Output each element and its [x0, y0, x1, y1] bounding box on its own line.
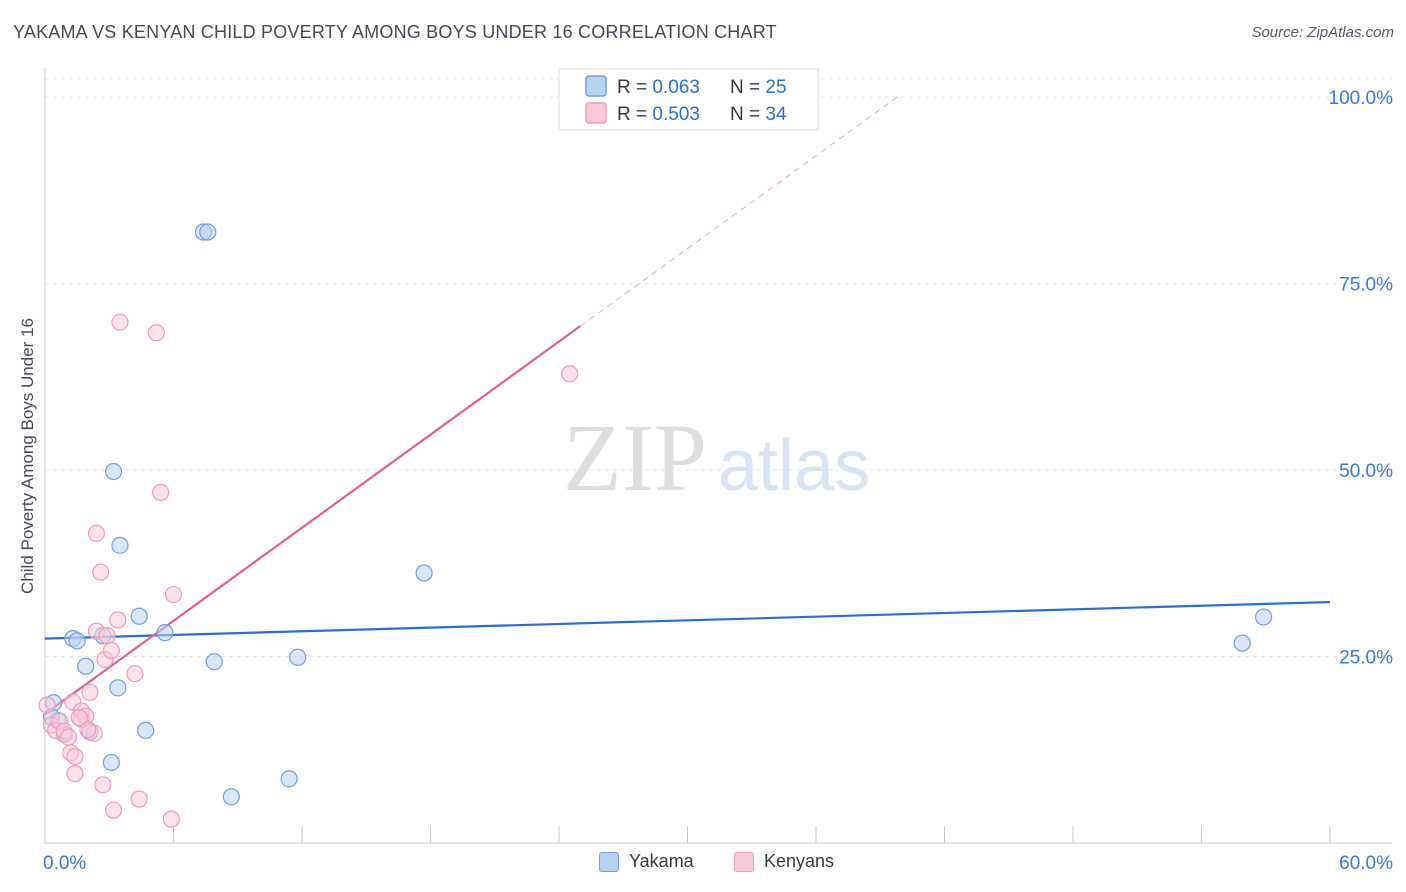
point-yakama [280, 770, 298, 788]
watermark: ZIP atlas [563, 404, 870, 511]
point-kenyans [70, 709, 88, 727]
legend-swatch-kenyans [734, 851, 754, 872]
point-kenyans [111, 313, 129, 331]
tick-labels: 25.0% 50.0% 75.0% 100.0% 0.0% 60.0% [43, 88, 1393, 874]
point-yakama [156, 624, 174, 642]
legend-n-value: 34 [765, 104, 787, 125]
point-yakama [130, 607, 148, 625]
legend-r-label: R = [617, 77, 652, 98]
legend-r-value: 0.063 [652, 77, 700, 98]
legend-n-label: N = [730, 104, 765, 125]
legend-swatch-yakama [599, 851, 619, 872]
trend-lines [44, 96, 1331, 715]
point-kenyans [66, 765, 84, 783]
y-tick-label: 100.0% [1329, 88, 1394, 109]
point-kenyans [92, 563, 110, 581]
point-kenyans [561, 365, 579, 383]
point-yakama [111, 536, 129, 554]
point-yakama [77, 657, 95, 675]
point-kenyans [102, 641, 120, 660]
point-kenyans [147, 324, 165, 342]
x-tick-label: 0.0% [43, 853, 86, 874]
point-yakama [68, 632, 86, 650]
point-kenyans [94, 776, 112, 794]
svg-text:R = 0.063 N = 25: R = 0.063 N = 25 [617, 77, 787, 98]
watermark-atlas: atlas [718, 426, 870, 506]
point-yakama [1255, 608, 1273, 626]
legend-label-yakama: Yakama [629, 851, 694, 871]
point-yakama [199, 223, 217, 241]
point-yakama [415, 564, 433, 582]
point-kenyans [130, 790, 148, 808]
y-tick-label: 25.0% [1339, 648, 1393, 669]
point-yakama [102, 753, 120, 772]
point-yakama [222, 788, 240, 806]
point-kenyans [66, 747, 84, 766]
point-yakama [1233, 634, 1251, 652]
trend-line-kenyans [44, 325, 582, 715]
point-kenyans [59, 728, 78, 746]
point-kenyans [87, 524, 106, 543]
point-kenyans [152, 483, 170, 501]
x-tick-label: 60.0% [1339, 853, 1393, 874]
legend-swatch-yakama [585, 75, 607, 97]
legend-series: Yakama Kenyans [0, 851, 1406, 879]
point-kenyans [79, 721, 97, 739]
data-points [38, 223, 1273, 828]
trend-line-yakama [44, 600, 1331, 640]
legend-item-yakama: Yakama [599, 851, 694, 872]
y-tick-label: 75.0% [1339, 275, 1393, 296]
point-kenyans [104, 801, 123, 819]
chart-source: Source: ZipAtlas.com [1251, 24, 1394, 41]
point-kenyans [38, 696, 56, 714]
svg-text:R = 0.503 N = 34: R = 0.503 N = 34 [617, 104, 787, 125]
point-yakama [104, 462, 123, 481]
legend-n-label: N = [730, 77, 765, 98]
watermark-zip: ZIP [563, 404, 707, 511]
trend-line-extension-kenyans [580, 96, 898, 327]
legend-n-value: 25 [765, 77, 786, 98]
point-yakama [289, 648, 307, 666]
point-yakama [109, 679, 127, 697]
point-kenyans [164, 585, 183, 604]
gridlines [45, 78, 1392, 657]
legend-label-kenyans: Kenyans [764, 851, 835, 871]
point-kenyans [109, 611, 127, 629]
legend-item-kenyans: Kenyans [734, 851, 834, 872]
chart-title: YAKAMA VS KENYAN CHILD POVERTY AMONG BOY… [13, 22, 777, 42]
point-kenyans [126, 665, 144, 683]
point-kenyans [162, 810, 180, 828]
point-kenyans [81, 683, 99, 701]
legend-swatch-kenyans [585, 102, 607, 124]
point-yakama [137, 721, 155, 739]
legend-r-value: 0.503 [652, 104, 700, 125]
legend-r-label: R = [617, 104, 652, 125]
legend-stats: R = 0.063 N = 25 R = 0.503 N = 34 [558, 68, 819, 131]
point-kenyans [98, 627, 116, 645]
y-tick-label: 50.0% [1339, 461, 1393, 482]
point-yakama [205, 653, 223, 671]
